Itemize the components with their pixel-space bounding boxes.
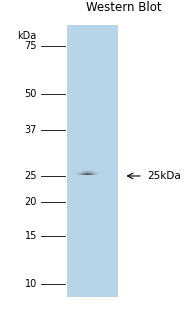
Text: 37: 37 xyxy=(25,125,37,135)
Text: kDa: kDa xyxy=(18,31,37,41)
Text: 20: 20 xyxy=(25,197,37,207)
Text: 50: 50 xyxy=(25,89,37,99)
Text: 25: 25 xyxy=(24,171,37,181)
Bar xyxy=(66,25,118,297)
Text: 10: 10 xyxy=(25,279,37,289)
Text: 25kDa: 25kDa xyxy=(147,171,181,181)
Text: 75: 75 xyxy=(24,41,37,51)
Text: Western Blot: Western Blot xyxy=(86,1,161,14)
Text: 15: 15 xyxy=(25,231,37,241)
